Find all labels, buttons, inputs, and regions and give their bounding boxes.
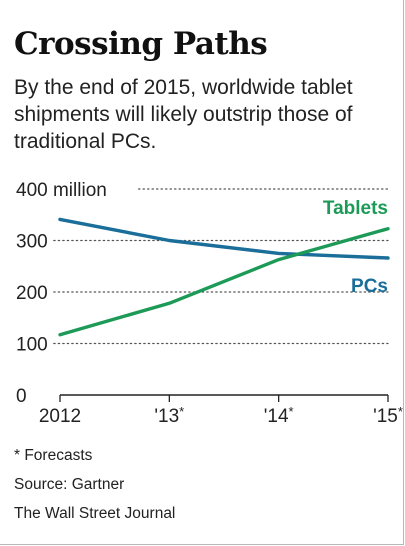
series-line-pcs	[58, 217, 390, 260]
x-tick-label: '13*	[154, 404, 184, 427]
chart-notes: * Forecasts Source: Gartner The Wall Str…	[14, 441, 175, 528]
chart-subtitle: By the end of 2015, worldwide tablet shi…	[14, 76, 353, 153]
y-tick-label: 100	[16, 335, 48, 356]
y-tick-label: 0	[16, 386, 27, 407]
x-tick-label: '14*	[264, 404, 294, 427]
forecast-note: * Forecasts	[14, 447, 93, 464]
series-label-tablets: Tablets	[323, 198, 388, 219]
source-note: Source: Gartner	[14, 476, 125, 493]
y-tick-label: 200	[16, 283, 48, 304]
x-tick-label: 2012	[39, 406, 81, 427]
publisher-credit: The Wall Street Journal	[14, 505, 176, 522]
y-tick-label: 400 million	[16, 180, 107, 201]
line-chart: 0 100 200 300 400 million 2012 '13* '14* '15* PCs…	[16, 180, 403, 427]
series-line-tablets	[58, 227, 390, 337]
y-tick-label: 300	[16, 232, 48, 253]
x-tick-label: '15*	[373, 404, 403, 427]
series-label-pcs: PCs	[351, 276, 388, 297]
chart-title: Crossing Paths	[14, 26, 268, 62]
